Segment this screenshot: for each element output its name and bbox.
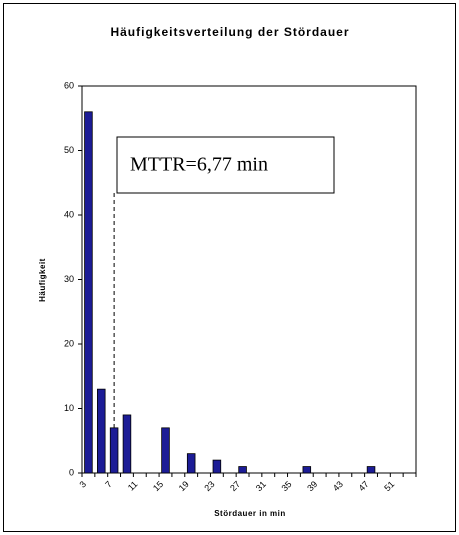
y-axis-label: Häufigkeit — [38, 258, 47, 302]
bar — [212, 459, 222, 474]
chart-title: Häufigkeitsverteilung der Stördauer — [110, 25, 349, 39]
y-tick-label: 0 — [69, 467, 74, 477]
bar — [161, 427, 170, 474]
bar — [186, 453, 196, 474]
y-tick-label: 30 — [64, 274, 74, 284]
y-tick-label: 50 — [64, 145, 74, 155]
y-tick-label: 20 — [64, 338, 74, 348]
bar — [122, 414, 132, 474]
bar — [97, 388, 106, 474]
x-tick-label: 3 — [77, 479, 88, 490]
bar — [238, 466, 247, 474]
y-tick-label: 60 — [64, 80, 74, 90]
x-tick-label: 7 — [103, 479, 114, 490]
bar — [109, 427, 119, 474]
bar — [302, 466, 312, 474]
annotation: MTTR=6,77 min — [130, 154, 268, 176]
annotation-box — [116, 136, 335, 194]
bar — [366, 466, 376, 474]
y-tick-label: 40 — [64, 209, 74, 219]
y-tick-label: 10 — [64, 403, 74, 413]
bar — [84, 111, 93, 474]
x-axis-label: Stördauer in min — [214, 509, 286, 518]
